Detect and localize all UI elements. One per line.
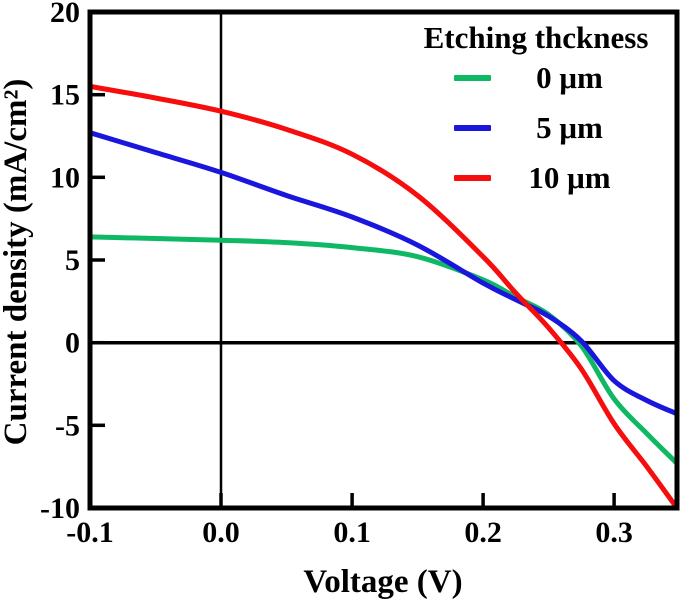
legend-title: Etching thckness (423, 20, 649, 55)
x-axis-label: Voltage (V) (303, 564, 462, 600)
curve-series-2 (87, 83, 680, 511)
y-tick-label: 5 (65, 244, 80, 277)
legend: 0 μm 5 μm 10 μm (430, 53, 648, 203)
legend-item: 5 μm (430, 103, 648, 153)
curves-layer (87, 83, 680, 511)
legend-item: 10 μm (430, 153, 648, 203)
y-tick-label: -5 (55, 409, 80, 442)
y-tick-label: 15 (50, 79, 80, 112)
y-tick-label: 20 (50, 0, 80, 29)
y-tick-label: -10 (40, 492, 80, 525)
y-tick-label: 0 (65, 327, 80, 360)
ticks-layer: -0.1 0.0 0.1 0.2 0.3 20 15 10 5 0 -5 -10 (40, 0, 633, 549)
x-tick-label: 0.3 (595, 516, 633, 549)
legend-item: 0 μm (430, 53, 648, 103)
legend-item-label: 0 μm (536, 60, 603, 95)
y-axis-label: Current density (mA/cm²) (0, 79, 34, 446)
y-tick-label: 10 (50, 161, 80, 194)
legend-swatch-line (454, 75, 491, 81)
x-tick-label: -0.1 (66, 516, 114, 549)
legend-item-label: 5 μm (536, 110, 603, 145)
legend-swatch-line (454, 125, 491, 131)
curve-series-1 (87, 130, 680, 417)
x-tick-label: 0.0 (202, 516, 240, 549)
x-tick-label: 0.1 (333, 516, 371, 549)
legend-item-label: 10 μm (528, 160, 611, 195)
legend-swatch-line (454, 175, 491, 181)
x-tick-label: 0.2 (464, 516, 502, 549)
